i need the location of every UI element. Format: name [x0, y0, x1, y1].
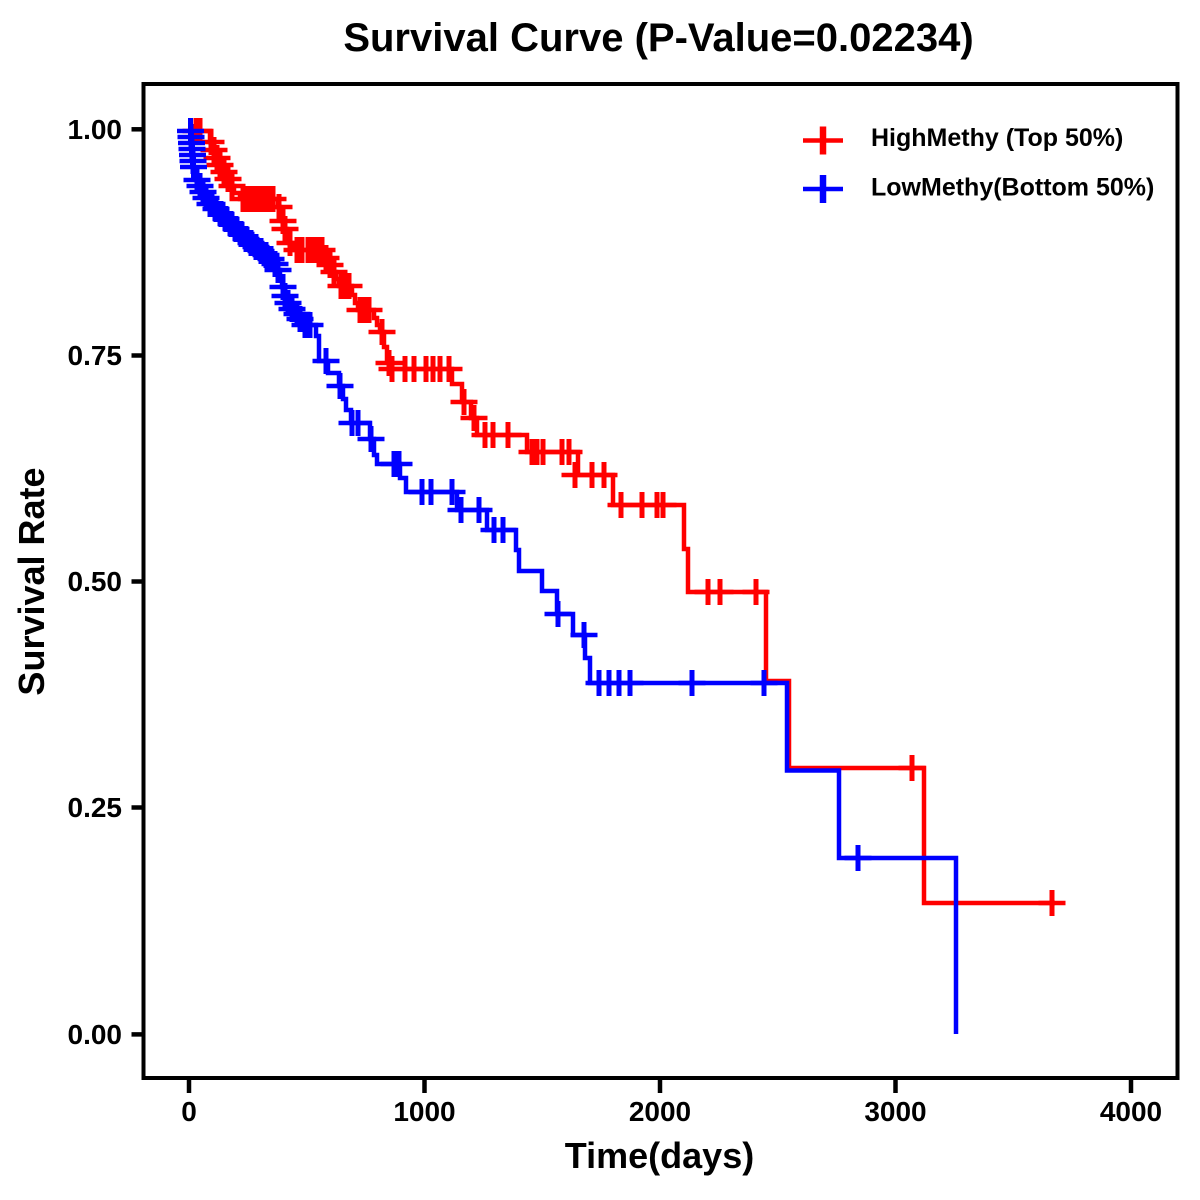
- svg-text:Time(days): Time(days): [565, 1135, 754, 1176]
- svg-text:0.50: 0.50: [68, 566, 123, 597]
- svg-text:0.25: 0.25: [68, 792, 123, 823]
- svg-text:HighMethy (Top 50%): HighMethy (Top 50%): [871, 124, 1123, 152]
- svg-text:2000: 2000: [629, 1096, 691, 1127]
- svg-text:1.00: 1.00: [68, 114, 123, 145]
- svg-text:LowMethy(Bottom 50%): LowMethy(Bottom 50%): [871, 174, 1154, 202]
- svg-text:4000: 4000: [1100, 1096, 1162, 1127]
- svg-text:3000: 3000: [864, 1096, 926, 1127]
- svg-text:Survival Rate: Survival Rate: [11, 467, 52, 695]
- svg-text:0: 0: [181, 1096, 197, 1127]
- svg-text:1000: 1000: [393, 1096, 455, 1127]
- svg-text:0.00: 0.00: [68, 1019, 123, 1050]
- svg-text:0.75: 0.75: [68, 340, 123, 371]
- svg-text:Survival Curve (P-Value=0.0223: Survival Curve (P-Value=0.02234): [343, 16, 973, 60]
